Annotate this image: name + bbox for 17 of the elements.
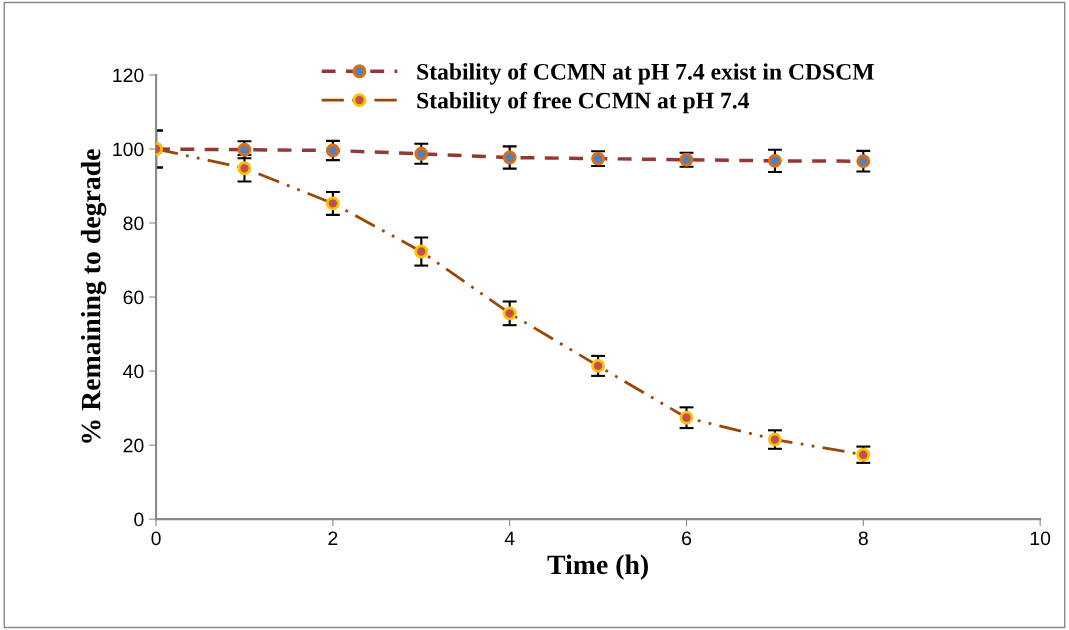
x-axis-title: Time (h) — [547, 554, 648, 580]
x-tick-label: 0 — [151, 531, 161, 546]
y-tick-label: 60 — [123, 290, 144, 305]
y-tick-label: 100 — [113, 142, 144, 157]
x-tick-label: 2 — [328, 531, 338, 546]
y-tick-label: 40 — [123, 364, 144, 379]
legend-label: Stability of CCMN at pH 7.4 exist in CDSCM — [417, 62, 874, 85]
y-tick-label: 120 — [113, 68, 144, 83]
y-tick-label: 20 — [123, 438, 144, 453]
y-tick-label: 80 — [123, 216, 144, 231]
y-axis-title: % Remaining to degrade — [80, 149, 107, 443]
legend-label: Stability of free CCMN at pH 7.4 — [417, 91, 750, 114]
x-tick-label: 10 — [1030, 531, 1051, 546]
x-tick-label: 6 — [682, 531, 692, 546]
y-tick-label: 0 — [134, 512, 144, 527]
x-tick-label: 4 — [504, 531, 515, 546]
x-tick-label: 8 — [858, 531, 868, 546]
